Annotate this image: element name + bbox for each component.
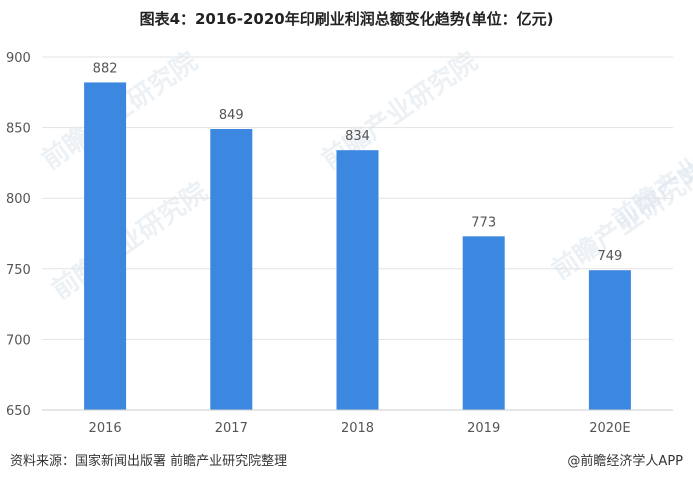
x-tick-label: 2020E <box>589 421 630 436</box>
brand-credit: @前瞻经济学人APP <box>567 454 683 469</box>
bar-chart: 前瞻产业研究院前瞻产业研究院前瞻产业研究院前瞻产业研究院前瞻产业研究院 8828… <box>6 46 693 436</box>
chart-title: 图表4：2016-2020年印刷业利润总额变化趋势(单位：亿元) <box>139 10 554 28</box>
x-tick-label: 2016 <box>89 421 122 436</box>
data-label: 849 <box>219 108 244 123</box>
data-label: 773 <box>471 215 496 230</box>
bar-2019 <box>462 236 505 410</box>
y-tick-label: 850 <box>6 122 31 137</box>
y-tick-label: 800 <box>6 192 31 207</box>
bar-2017 <box>210 129 253 410</box>
data-label: 749 <box>597 249 622 264</box>
x-tick-label: 2018 <box>341 421 374 436</box>
x-tick-label: 2017 <box>215 421 248 436</box>
source-note: 资料来源：国家新闻出版署 前瞻产业研究院整理 <box>10 454 288 469</box>
y-axis: 650 700 750 800 850 900 <box>6 51 31 419</box>
y-tick-label: 700 <box>6 333 31 348</box>
watermark-text: 前瞻产业研究院 <box>606 106 693 236</box>
y-tick-label: 750 <box>6 263 31 278</box>
bar-2020E <box>588 270 631 410</box>
watermark-text: 前瞻产业研究院 <box>46 176 213 306</box>
data-label: 882 <box>93 61 118 76</box>
y-tick-label: 650 <box>6 404 31 419</box>
x-axis: 2016 2017 2018 2019 2020E <box>42 409 673 436</box>
data-labels: 882 849 834 773 749 <box>93 61 623 264</box>
x-tick-label: 2019 <box>467 421 500 436</box>
bars <box>84 82 631 410</box>
y-tick-label: 900 <box>6 51 31 66</box>
bar-2018 <box>336 150 379 410</box>
bar-2016 <box>84 82 127 410</box>
data-label: 834 <box>345 129 370 144</box>
